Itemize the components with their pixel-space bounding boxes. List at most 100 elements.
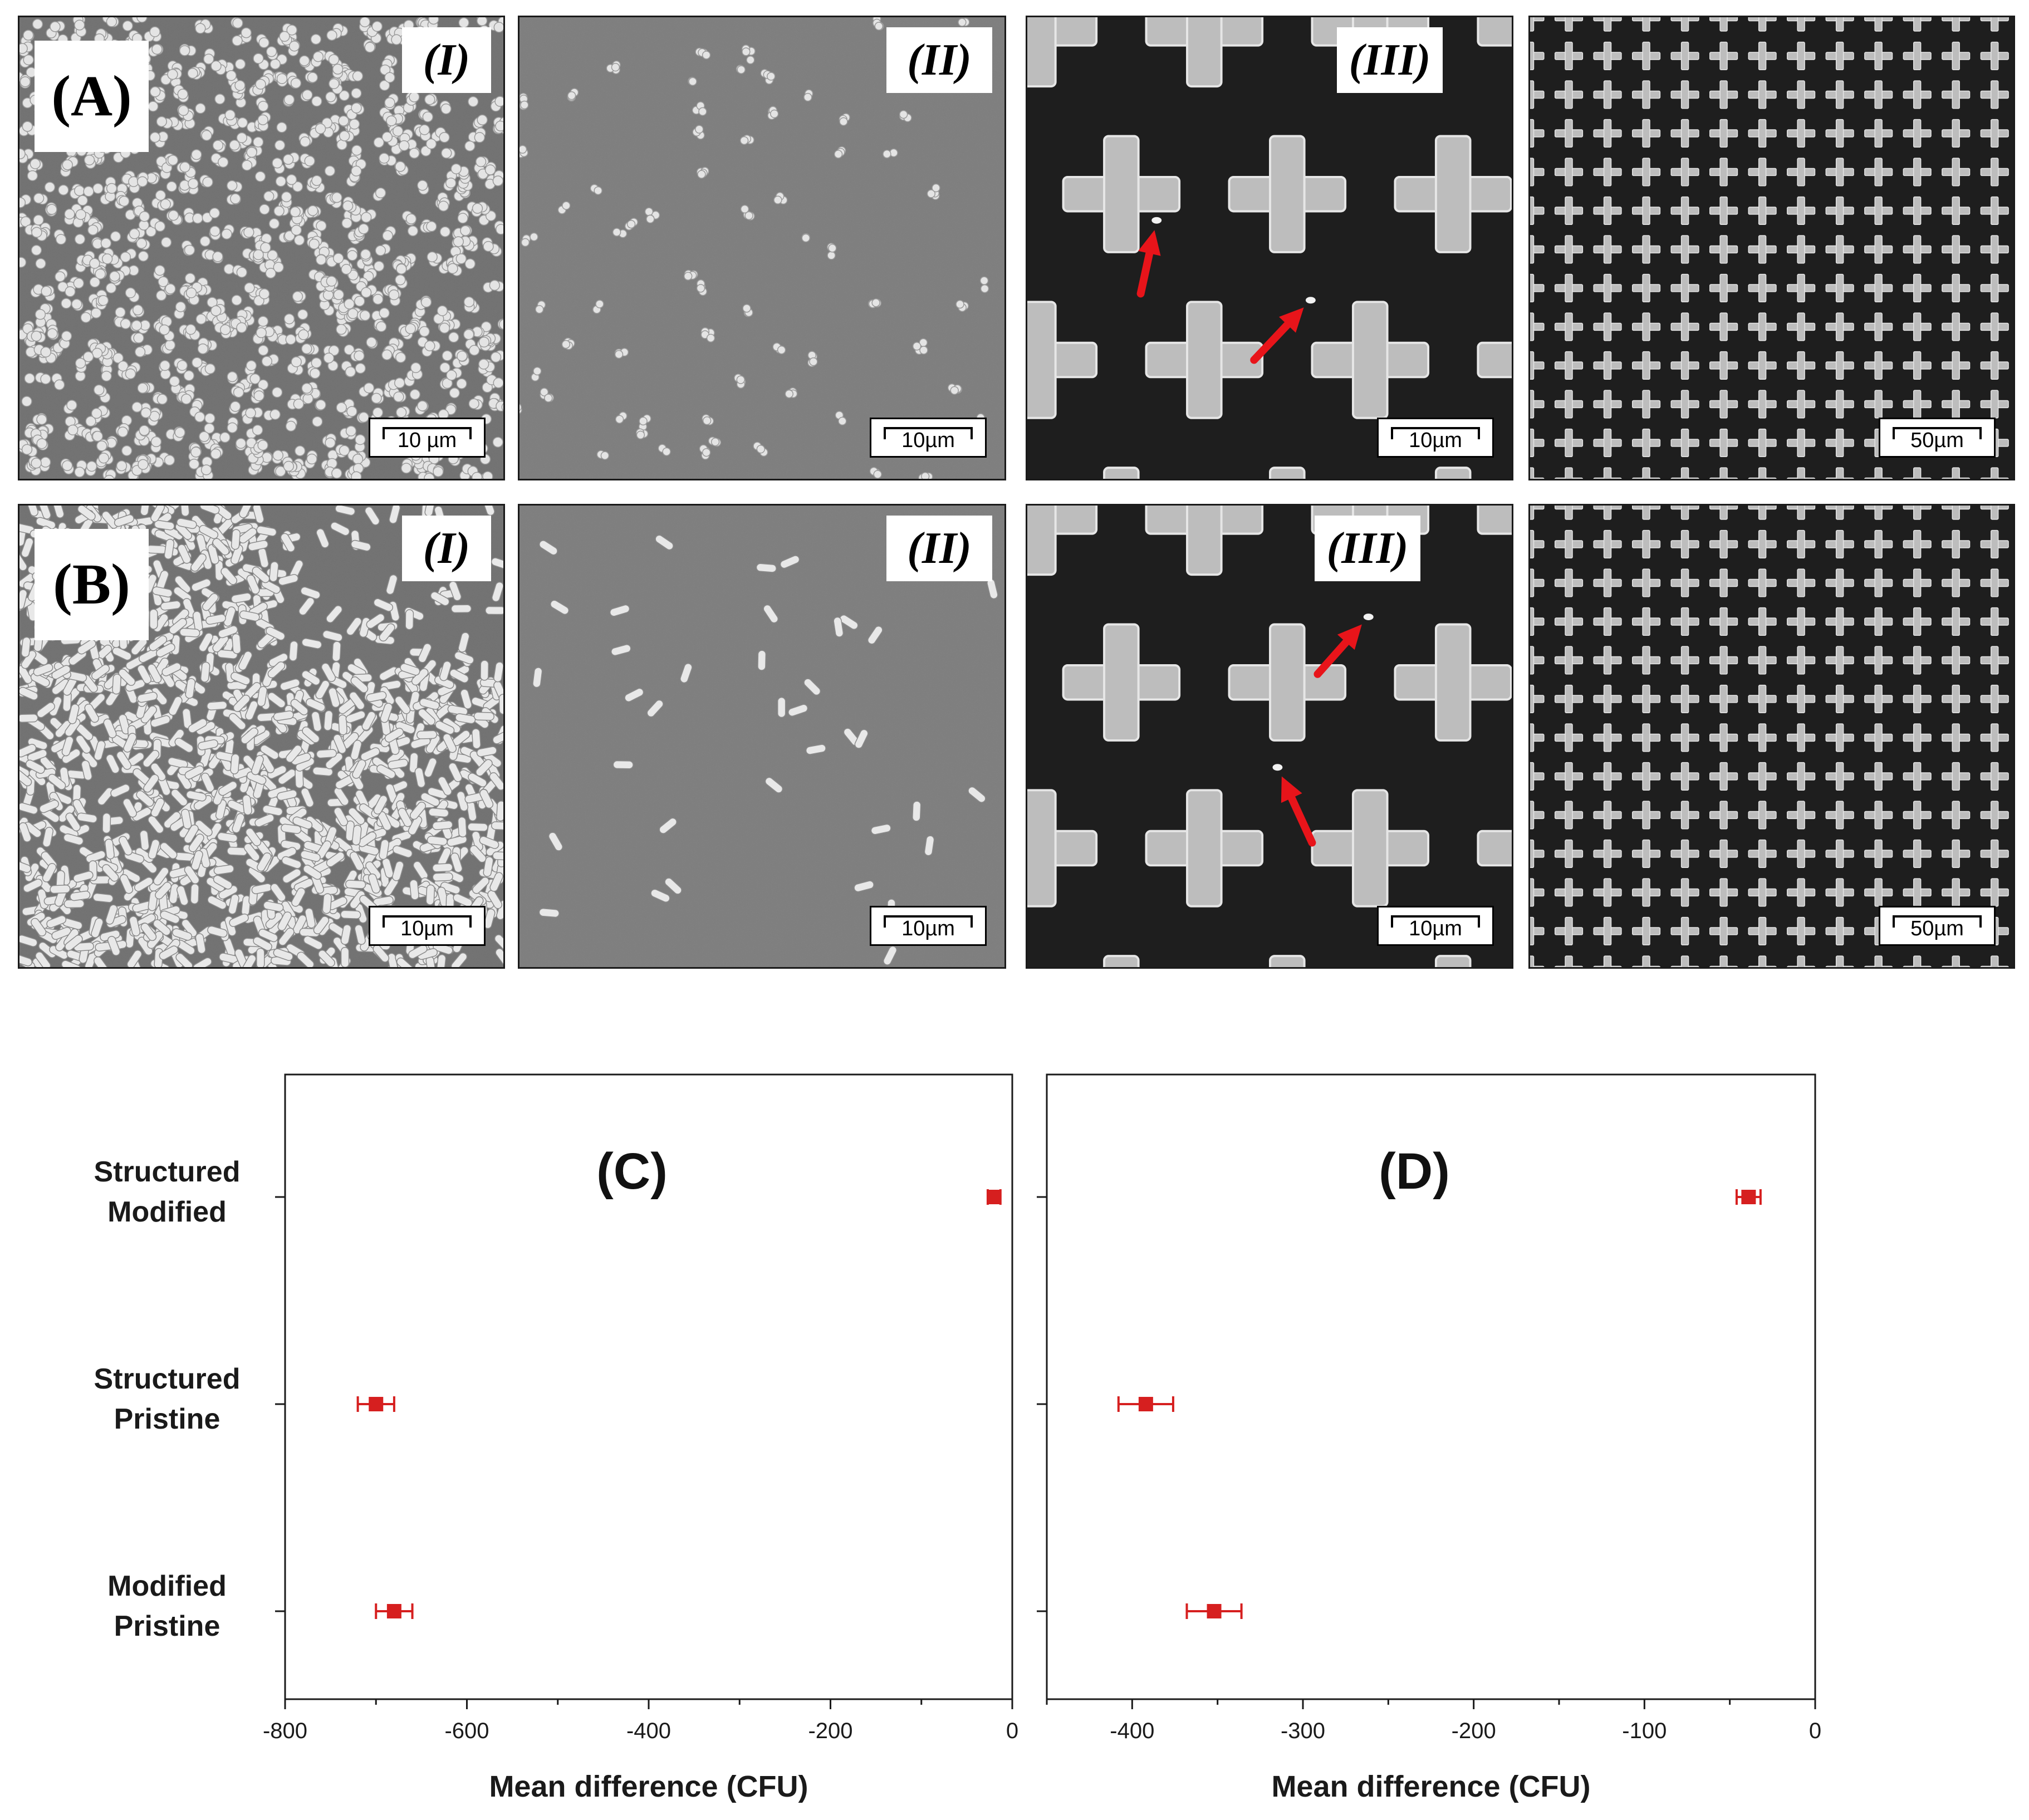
scale-bar: 10µm	[1377, 418, 1494, 458]
coccus	[702, 448, 711, 457]
rod-bacterium	[366, 613, 385, 629]
rod-bacterium	[223, 606, 236, 627]
coccus	[351, 87, 362, 99]
cross-pillar	[1477, 830, 1512, 867]
cross-pillar	[1874, 196, 1883, 225]
cross-pillar	[1758, 158, 1767, 187]
rod-bacterium	[27, 749, 47, 762]
rod-bacterium	[84, 703, 99, 723]
coccus	[756, 445, 766, 454]
coccus	[308, 238, 320, 249]
coccus	[639, 416, 648, 426]
rod-bacterium	[409, 752, 419, 773]
cross-pillar	[1642, 607, 1650, 636]
rod-bacterium	[252, 506, 264, 524]
sem-panel: 50µm	[1528, 16, 2015, 480]
coccus	[159, 360, 170, 371]
coccus	[122, 20, 133, 32]
cross-pillar	[1797, 568, 1805, 597]
cross-pillar	[1758, 467, 1767, 479]
coccus	[333, 253, 344, 264]
rod-bacterium	[19, 589, 28, 610]
rod-bacterium	[139, 830, 150, 851]
cross-pillar	[1719, 196, 1728, 225]
coccus	[71, 298, 82, 310]
rod-bacterium	[143, 749, 160, 768]
coccus	[354, 350, 365, 361]
coccus	[179, 45, 190, 56]
coccus	[594, 186, 602, 195]
rod-bacterium	[184, 824, 199, 844]
coccus	[478, 359, 489, 370]
rod-bacterium	[291, 887, 306, 907]
cross-pillar	[1835, 351, 1844, 380]
sem-panel: (III) 10µm	[1026, 504, 1513, 969]
coccus	[19, 43, 28, 54]
rod-bacterium	[298, 597, 315, 616]
cross-pillar	[1530, 158, 1535, 187]
scale-bar: 50µm	[1879, 418, 1996, 458]
cross-pillar	[1913, 839, 1922, 869]
coccus	[496, 224, 503, 235]
coccus	[149, 26, 160, 37]
coccus	[336, 402, 347, 413]
coccus	[326, 30, 337, 41]
coccus	[156, 394, 168, 405]
coccus	[883, 149, 891, 159]
coccus	[401, 463, 412, 474]
cross-pillar	[1797, 351, 1805, 380]
cross-pillar	[1565, 196, 1573, 225]
rod-bacterium	[330, 522, 350, 536]
coccus	[121, 445, 133, 457]
coccus	[441, 148, 452, 159]
coccus	[177, 89, 188, 100]
coccus	[230, 193, 241, 204]
coccus	[325, 437, 336, 449]
scale-bar-label: 10µm	[901, 429, 955, 452]
coccus	[246, 360, 257, 371]
coccus	[75, 209, 86, 220]
rod-bacterium	[38, 941, 57, 958]
coccus	[478, 336, 489, 348]
coccus	[440, 103, 452, 115]
cross-pillar	[1680, 506, 1689, 520]
cross-pillar	[1991, 235, 1999, 264]
rod-bacterium	[302, 726, 320, 743]
coccus	[310, 368, 321, 379]
coccus	[533, 366, 542, 376]
cross-pillar	[1642, 273, 1650, 303]
coccus	[23, 54, 34, 66]
coccus	[82, 351, 94, 362]
coccus	[384, 72, 395, 83]
rod-bacterium	[172, 928, 193, 941]
coccus	[115, 307, 126, 318]
cross-pillar	[1835, 529, 1844, 559]
coccus	[179, 161, 190, 173]
coccus	[405, 213, 417, 224]
cross-pillar	[1530, 506, 1535, 520]
coccus	[257, 114, 268, 125]
cross-pillar	[1603, 196, 1612, 225]
coccus	[742, 304, 751, 313]
cross-pillar	[1351, 301, 1389, 419]
coccus	[736, 375, 745, 384]
cross-pillar	[1680, 273, 1689, 303]
cross-pillar	[1758, 568, 1767, 597]
coccus	[364, 42, 375, 53]
cross-pillar	[1913, 158, 1922, 187]
rod-bacterium	[479, 789, 494, 809]
cross-pillar	[1758, 273, 1767, 303]
cross-pillar	[1797, 196, 1805, 225]
cross-pillar	[1530, 235, 1535, 264]
rod-bacterium	[231, 529, 241, 550]
coccus	[359, 17, 370, 27]
rod-bacterium	[839, 614, 859, 630]
row-label: (B)	[35, 529, 149, 640]
cross-pillar	[1991, 312, 1999, 341]
cross-pillar	[1603, 878, 1612, 907]
coccus	[203, 53, 214, 65]
x-tick-label: 0	[1006, 1719, 1018, 1743]
cross-pillar	[1835, 80, 1844, 109]
coccus	[224, 109, 236, 121]
